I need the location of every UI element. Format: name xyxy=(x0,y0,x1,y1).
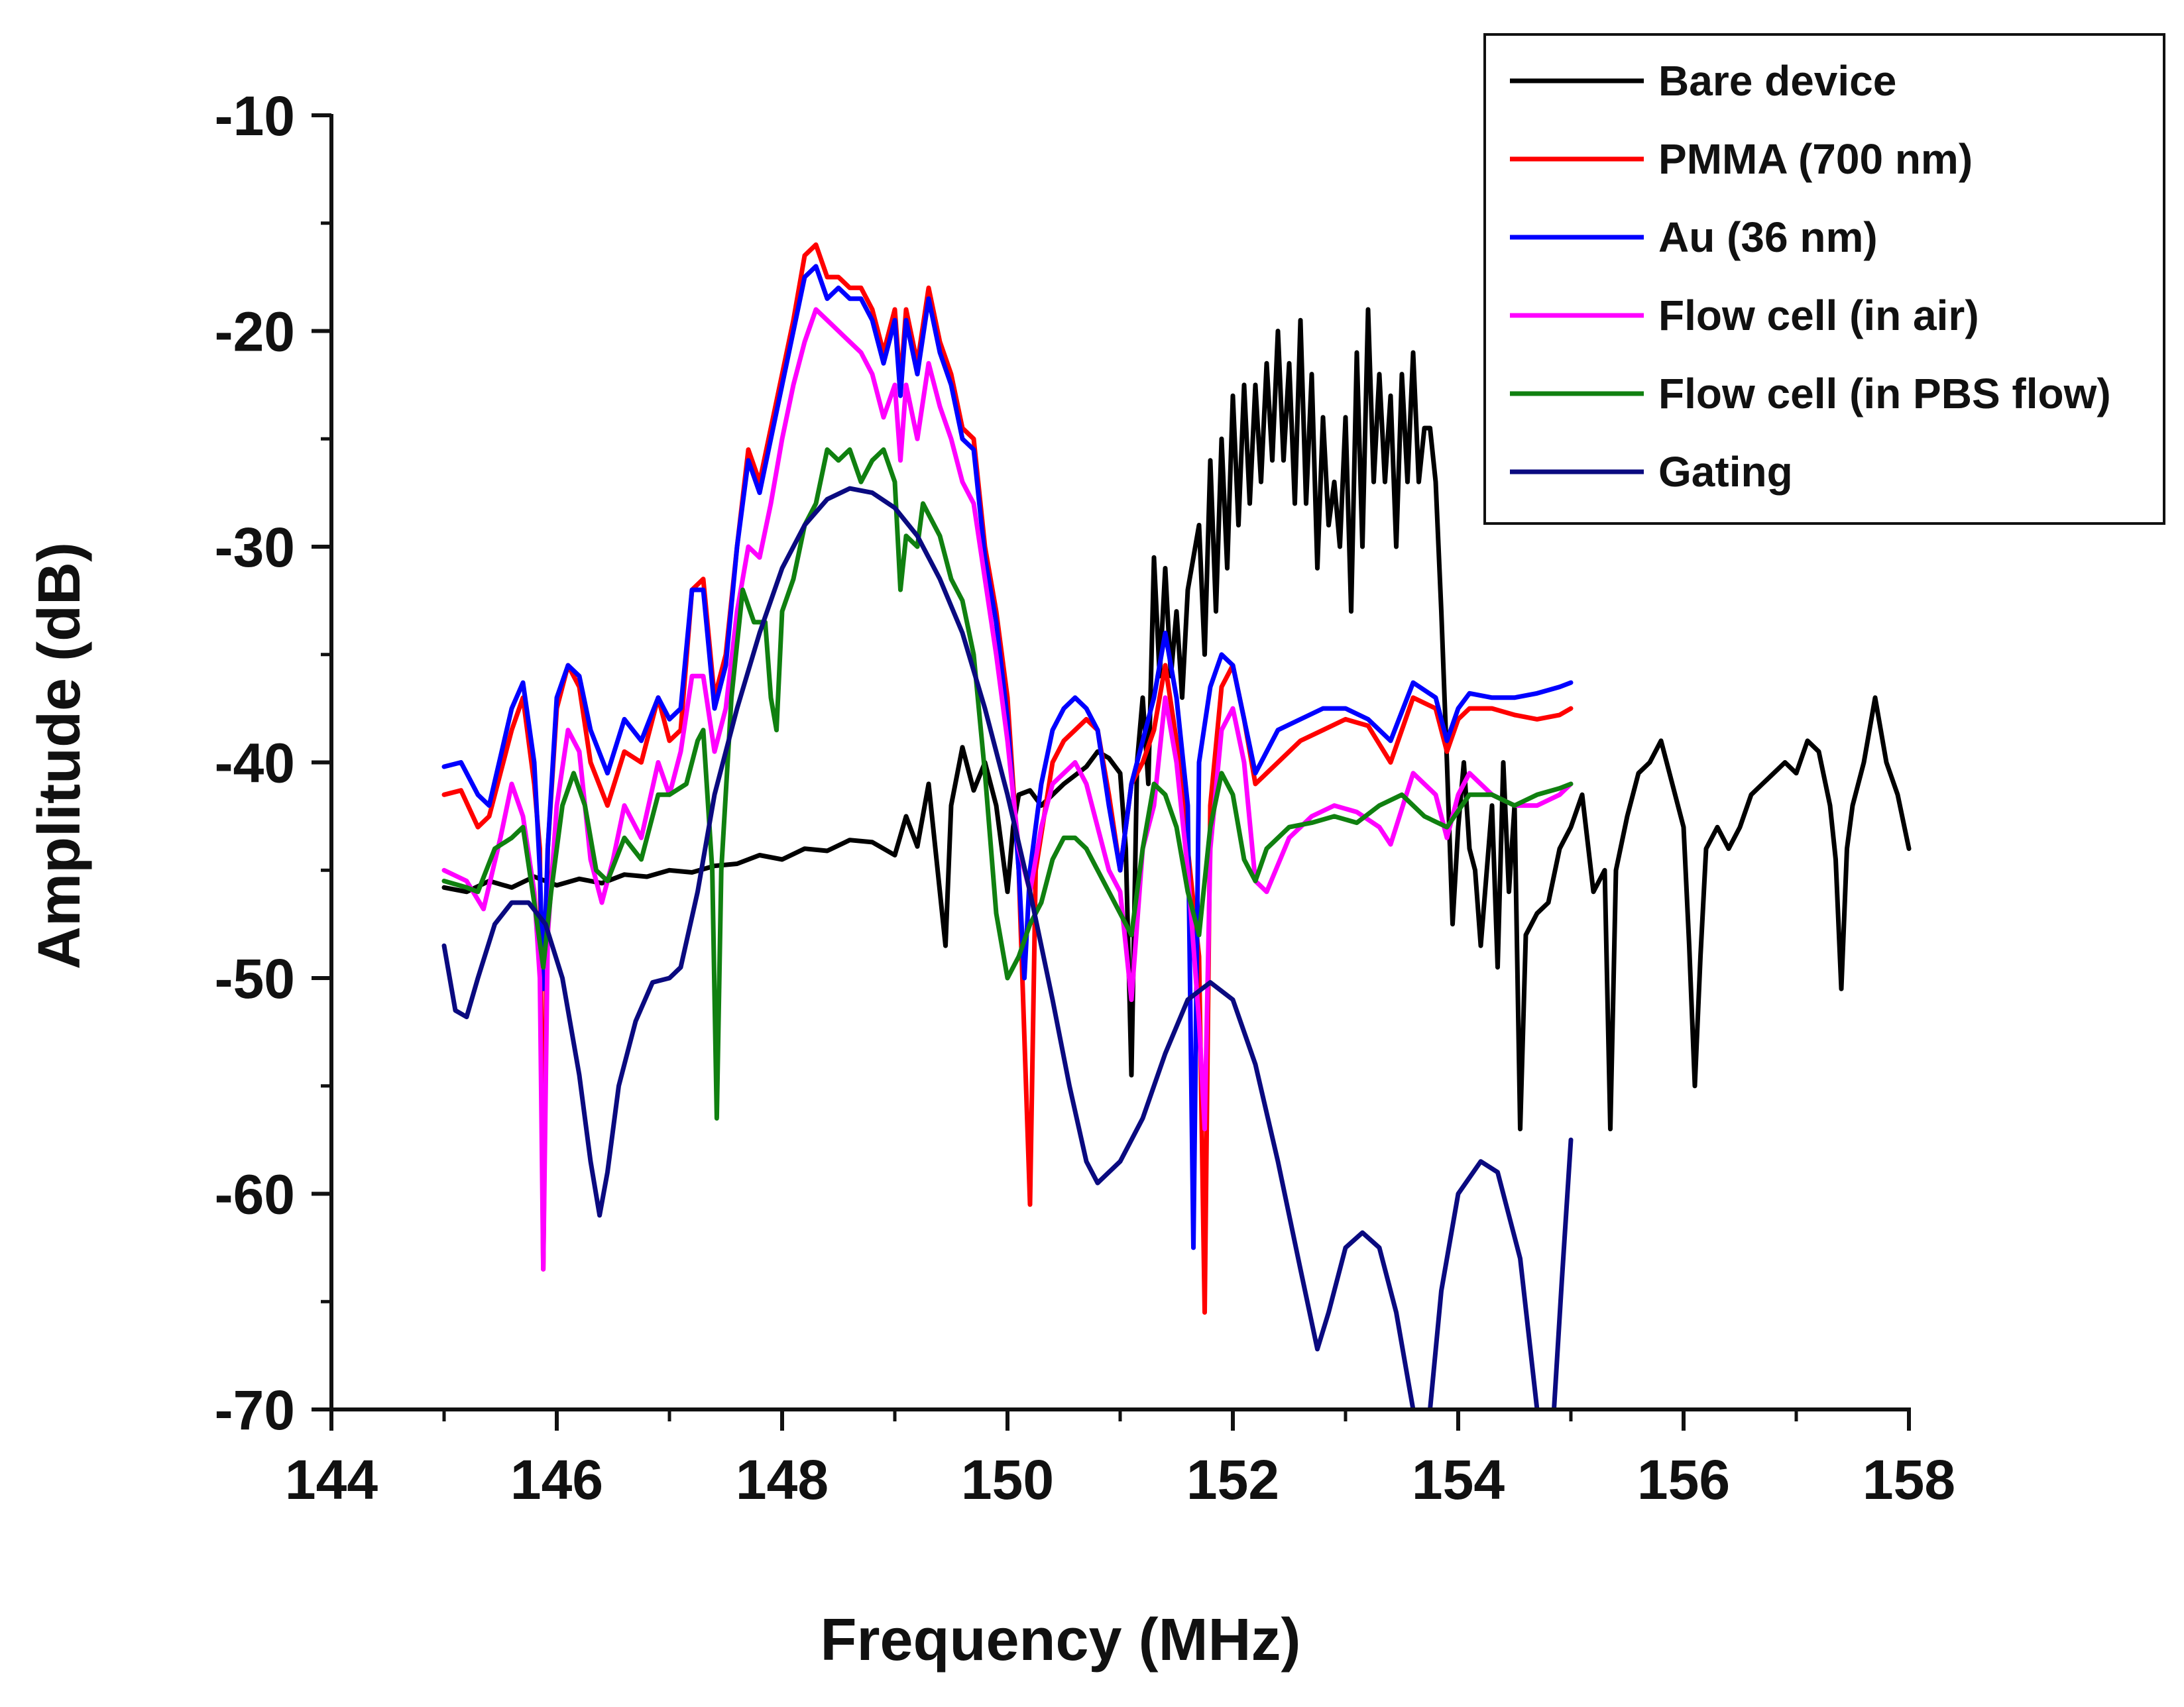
series-line-gating-edge-segment xyxy=(1552,1137,1574,1409)
marks-layer xyxy=(441,242,1912,1409)
legend-label: Au (36 nm) xyxy=(1658,213,1878,261)
legend-label: Flow cell (in PBS flow) xyxy=(1658,370,2111,417)
x-tick-label: 146 xyxy=(510,1449,603,1511)
legend-label: Flow cell (in air) xyxy=(1658,292,1979,339)
series-line-bare-device xyxy=(441,307,1912,1132)
legend-label: Bare device xyxy=(1658,57,1896,105)
x-axis-title: Frequency (MHz) xyxy=(820,1607,1300,1673)
series-line-gating xyxy=(441,486,1416,1409)
y-tick-label: -60 xyxy=(215,1164,295,1226)
x-tick-label: 154 xyxy=(1412,1449,1505,1511)
x-tick-label: 150 xyxy=(961,1449,1054,1511)
y-axis-title: Amplitude (dB) xyxy=(27,542,93,969)
x-tick-label: 156 xyxy=(1637,1449,1730,1511)
y-tick-label: -40 xyxy=(215,732,295,795)
series-line-flow-cell-in-air xyxy=(441,307,1574,1272)
x-tick-label: 148 xyxy=(736,1449,829,1511)
series-line-gating-right-segment xyxy=(1428,1159,1540,1409)
y-tick-label: -70 xyxy=(215,1379,295,1441)
x-tick-label: 144 xyxy=(285,1449,378,1511)
series-line-au-36-nm xyxy=(441,264,1574,1250)
legend-label: PMMA (700 nm) xyxy=(1658,135,1973,183)
series-line-flow-cell-in-pbs-flow xyxy=(441,447,1574,1121)
x-tick-label: 152 xyxy=(1186,1449,1279,1511)
ticks-layer: -70 -60 -50 -40 -30 -20 -10 144 146 148 150 152 154 1… xyxy=(215,85,1955,1511)
y-tick-label: -30 xyxy=(215,516,295,578)
y-tick-label: -20 xyxy=(215,301,295,363)
legend-label: Gating xyxy=(1658,448,1793,496)
legend-box xyxy=(1483,33,2165,525)
y-tick-label: -50 xyxy=(215,948,295,1010)
series-line-pmma-700-nm xyxy=(441,242,1574,1315)
y-tick-label: -10 xyxy=(215,85,295,147)
x-tick-label: 158 xyxy=(1863,1449,1955,1511)
legend: Bare device PMMA (700 nm) Au (36 nm) Flow c… xyxy=(1483,33,2165,525)
